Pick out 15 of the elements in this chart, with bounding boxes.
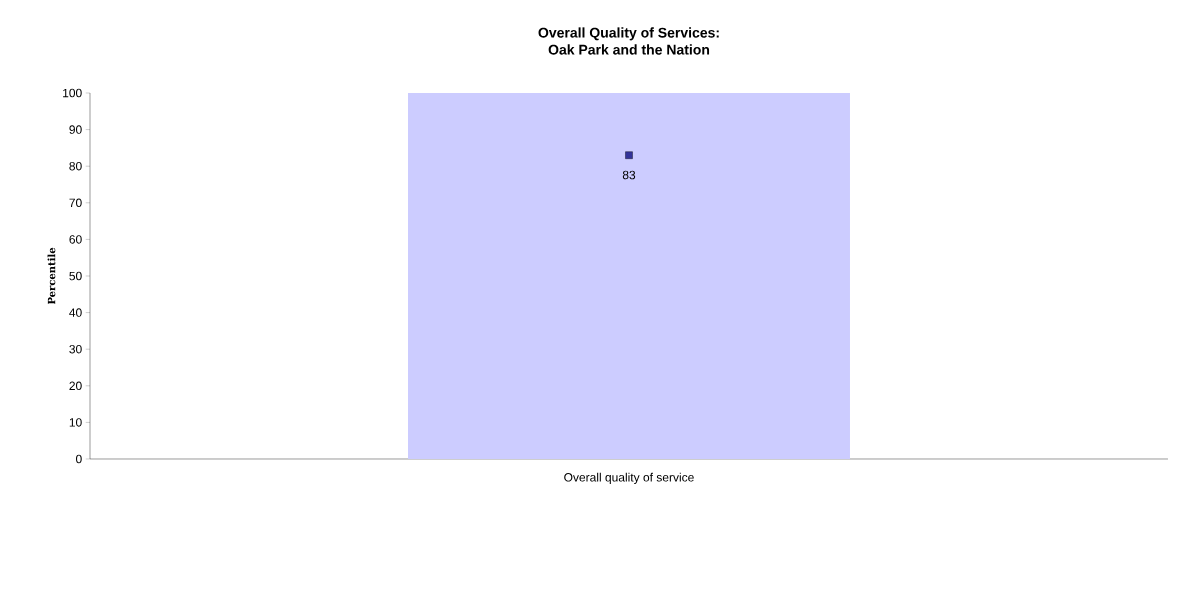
data-label: 83 [622, 170, 636, 180]
y-tick-label: 50 [69, 271, 82, 281]
y-tick-label: 10 [69, 418, 82, 427]
y-tick-label: 100 [63, 88, 82, 98]
y-tick-label: 20 [69, 381, 82, 391]
y-tick-label: 70 [69, 198, 82, 208]
y-tick-label: 0 [76, 454, 82, 464]
y-tick-label: 90 [69, 125, 82, 134]
y-tick-label: 60 [69, 235, 82, 244]
chart-title: Overall Quality of Services: Oak Park and the Nation [538, 27, 719, 55]
y-tick-label: 40 [69, 308, 82, 317]
x-tick-label: Overall quality of service [564, 472, 694, 484]
y-tick-label: 30 [69, 344, 82, 354]
y-axis-title: Percentile [47, 247, 56, 305]
y-tick-label: 80 [69, 161, 82, 171]
